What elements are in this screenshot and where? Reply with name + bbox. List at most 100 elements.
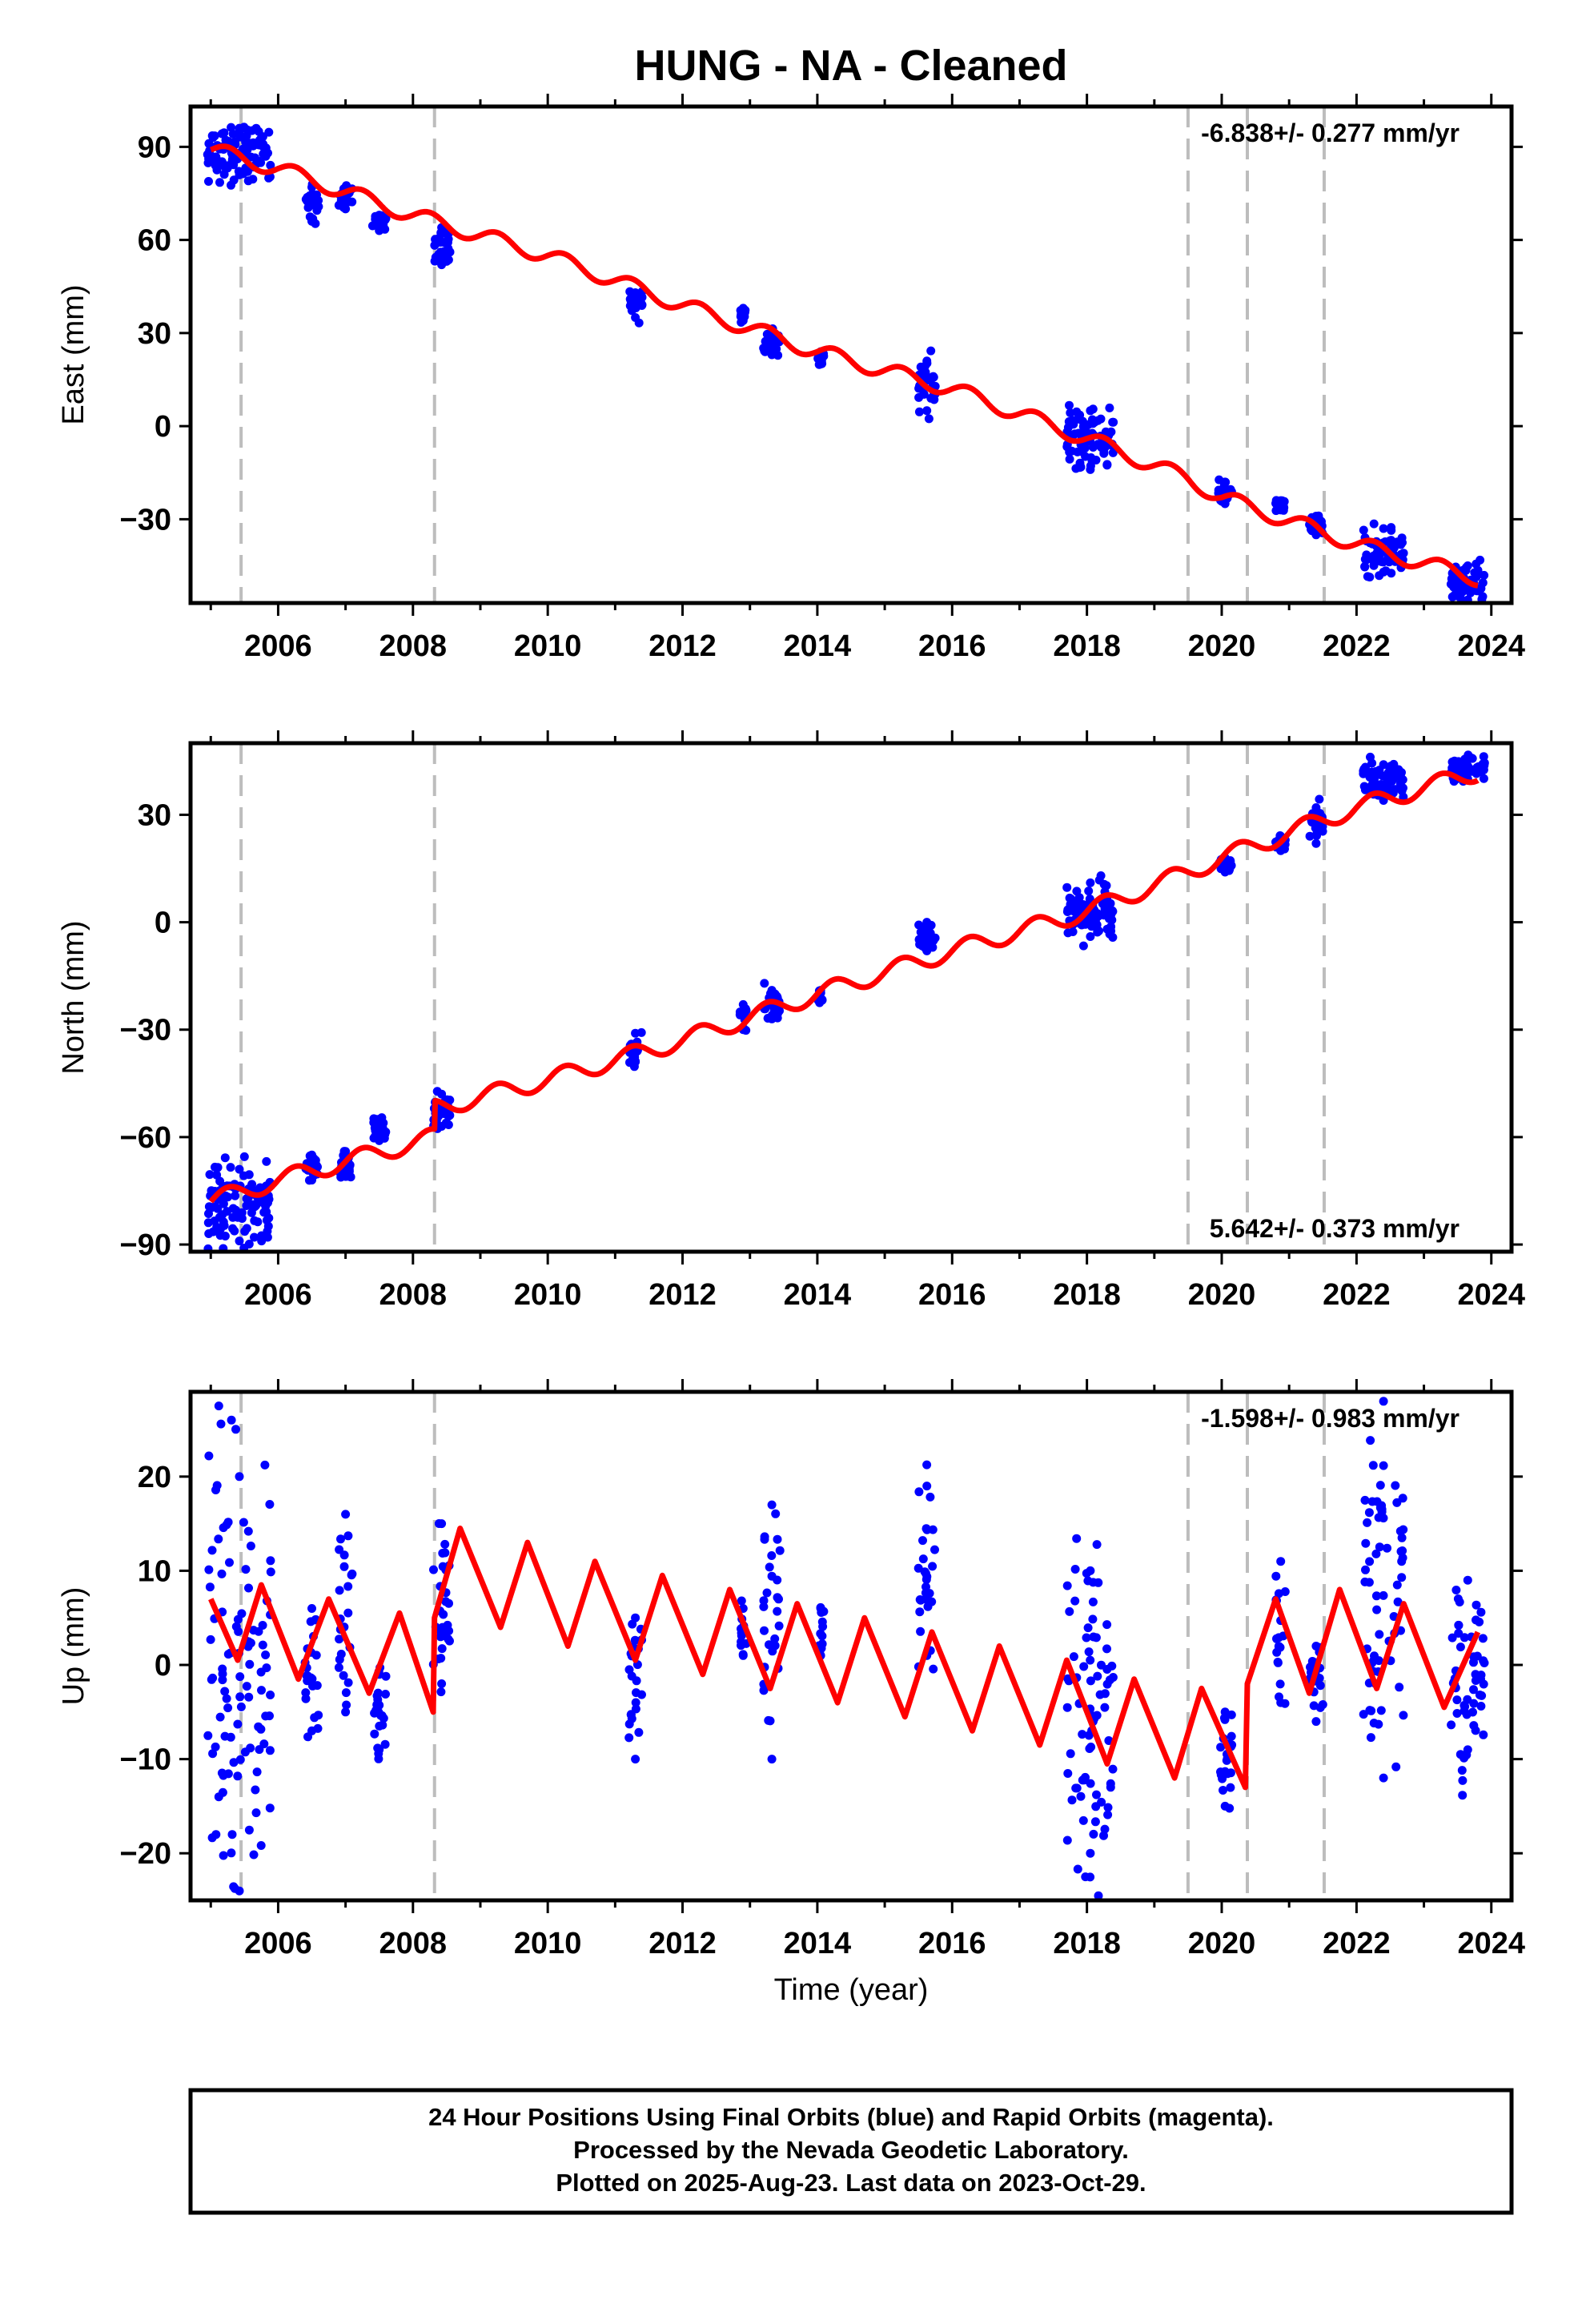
observation-point bbox=[252, 1767, 262, 1777]
observation-point bbox=[1070, 1565, 1080, 1574]
observation-point bbox=[1375, 557, 1384, 566]
observation-point bbox=[441, 1597, 451, 1606]
observation-point bbox=[1102, 881, 1111, 891]
observation-point bbox=[227, 180, 235, 190]
observation-point bbox=[443, 1620, 452, 1630]
observation-point bbox=[1086, 1743, 1096, 1751]
observation-point bbox=[1093, 1671, 1102, 1681]
observation-point bbox=[230, 137, 239, 147]
observation-point bbox=[1275, 1679, 1285, 1689]
observation-point bbox=[1391, 1762, 1401, 1771]
observation-point bbox=[1366, 1436, 1375, 1445]
observation-point bbox=[1473, 565, 1483, 575]
observation-point bbox=[266, 1556, 275, 1566]
observation-point bbox=[1069, 1652, 1078, 1662]
observation-point bbox=[1375, 1630, 1384, 1639]
observation-point bbox=[339, 1550, 349, 1560]
observation-point bbox=[203, 1731, 213, 1740]
observation-point bbox=[1227, 1731, 1236, 1741]
observation-point bbox=[264, 173, 274, 183]
observation-point bbox=[380, 1739, 390, 1749]
observation-point bbox=[1369, 1656, 1379, 1666]
x-tick-label: 2014 bbox=[784, 1927, 852, 1960]
observation-point bbox=[235, 1672, 245, 1682]
observation-point bbox=[1077, 447, 1086, 456]
observation-point bbox=[1063, 928, 1073, 938]
observation-point bbox=[219, 1217, 228, 1227]
observation-point bbox=[626, 1710, 636, 1719]
observation-point bbox=[1463, 1575, 1472, 1585]
observation-point bbox=[924, 376, 934, 385]
x-tick-label: 2024 bbox=[1457, 1278, 1525, 1312]
observation-point bbox=[1086, 1848, 1095, 1858]
observation-point bbox=[1100, 904, 1110, 914]
observation-point bbox=[1088, 1614, 1098, 1624]
observation-point bbox=[765, 1562, 774, 1572]
observation-point bbox=[207, 1546, 217, 1555]
observation-point bbox=[235, 170, 244, 179]
observation-point bbox=[341, 1147, 351, 1156]
observation-point bbox=[436, 1654, 446, 1663]
observation-point bbox=[816, 360, 825, 369]
observation-point bbox=[1066, 1749, 1075, 1759]
observation-point bbox=[1476, 1607, 1486, 1617]
observation-point bbox=[767, 1014, 777, 1023]
observation-point bbox=[219, 1851, 228, 1860]
observation-point bbox=[1318, 822, 1327, 831]
observation-point bbox=[235, 123, 244, 133]
observation-point bbox=[258, 1640, 267, 1650]
observation-point bbox=[1100, 1824, 1110, 1834]
y-tick-label: −10 bbox=[120, 1743, 171, 1777]
observation-point bbox=[307, 1604, 316, 1613]
observation-point bbox=[1463, 561, 1472, 570]
observation-point bbox=[1082, 1633, 1091, 1642]
observation-point bbox=[632, 1676, 641, 1686]
observation-point bbox=[1447, 1633, 1457, 1642]
observation-point bbox=[1476, 1702, 1486, 1711]
observation-point bbox=[255, 135, 264, 145]
observation-point bbox=[1108, 417, 1118, 427]
y-tick-label: 60 bbox=[138, 224, 171, 258]
observation-point bbox=[738, 304, 748, 313]
observation-point bbox=[1092, 1790, 1101, 1799]
observation-point bbox=[1365, 1706, 1375, 1715]
observation-point bbox=[223, 1207, 232, 1216]
observation-point bbox=[1062, 1835, 1072, 1845]
observation-point bbox=[1451, 1586, 1461, 1594]
x-tick-label: 2024 bbox=[1457, 629, 1525, 663]
plot-frame bbox=[188, 741, 1514, 1254]
observation-point bbox=[918, 1536, 927, 1546]
observation-point bbox=[381, 1690, 390, 1699]
observation-point bbox=[1469, 1685, 1478, 1695]
observation-point bbox=[1472, 1615, 1480, 1625]
observation-point bbox=[211, 1162, 219, 1172]
observation-point bbox=[254, 1722, 263, 1731]
observation-point bbox=[1397, 1533, 1407, 1542]
observation-point bbox=[637, 1690, 646, 1699]
observation-point bbox=[1087, 922, 1096, 931]
observation-point bbox=[212, 1222, 222, 1232]
y-tick-label: −90 bbox=[120, 1228, 171, 1262]
observation-point bbox=[219, 1523, 228, 1533]
observation-point bbox=[767, 1571, 777, 1581]
y-tick-label: 30 bbox=[138, 317, 171, 351]
observation-point bbox=[231, 1191, 240, 1200]
observation-point bbox=[1381, 784, 1391, 794]
observation-point bbox=[1086, 464, 1095, 474]
observation-point bbox=[913, 1563, 923, 1573]
observation-point bbox=[206, 1634, 215, 1644]
observation-point bbox=[1379, 1590, 1388, 1600]
observation-point bbox=[229, 1985, 238, 1994]
observation-point bbox=[218, 1664, 227, 1674]
observation-point bbox=[204, 177, 213, 186]
x-tick-label: 2008 bbox=[379, 629, 448, 663]
observation-point bbox=[762, 1588, 772, 1598]
observation-point bbox=[243, 176, 253, 186]
observation-point bbox=[208, 1749, 218, 1759]
observation-point bbox=[926, 346, 936, 356]
observation-point bbox=[251, 1785, 260, 1795]
observation-point bbox=[437, 1679, 447, 1688]
observation-point bbox=[1311, 1642, 1321, 1651]
observation-point bbox=[773, 1606, 782, 1616]
observation-point bbox=[245, 1659, 255, 1669]
